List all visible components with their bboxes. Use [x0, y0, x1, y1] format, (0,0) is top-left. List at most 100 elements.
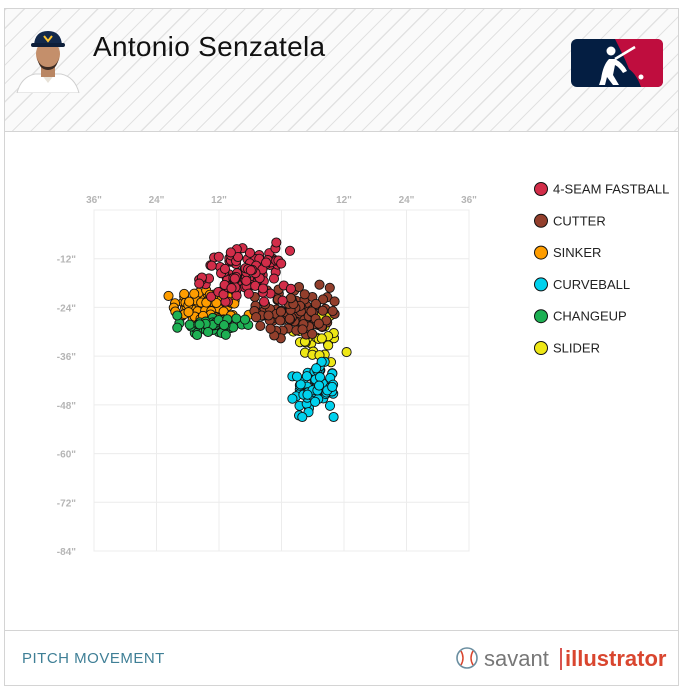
brand-illustrator-text: illustrator	[565, 646, 667, 671]
x-tick-label: 36"	[86, 195, 102, 206]
player-name: Antonio Senzatela	[93, 31, 326, 62]
pitch-point-cutter	[314, 279, 325, 290]
pitch-movement-chart: 36" 24" 12" 12" 24" 36" -12" -24" -36" -48" -60" -7…	[57, 182, 670, 559]
pitch-point-curveball	[310, 396, 321, 407]
pitch-point-4-seam-fastball	[241, 275, 252, 286]
y-tick-label: -84"	[57, 547, 76, 558]
pitch-point-4-seam-fastball	[206, 260, 217, 271]
pitch-point-cutter	[255, 320, 266, 331]
legend-marker-curveball	[534, 277, 548, 292]
y-tick-label: -60"	[57, 450, 76, 461]
pitch-point-sinker	[183, 307, 194, 318]
pitch-point-cutter	[307, 328, 318, 340]
x-tick-label: 24"	[149, 195, 165, 206]
y-tick-label: -12"	[57, 255, 76, 266]
pitch-point-cutter	[329, 296, 340, 307]
pitch-point-curveball	[297, 411, 308, 423]
pitch-point-changeup	[184, 319, 195, 330]
pitch-point-4-seam-fastball	[285, 283, 296, 294]
x-tick-label: 24"	[399, 195, 415, 206]
pitch-point-cutter	[297, 324, 308, 335]
pitch-point-4-seam-fastball	[259, 296, 270, 307]
legend-label-curveball: CURVEBALL	[553, 277, 630, 292]
pitch-point-cutter	[324, 282, 335, 293]
pitch-point-curveball	[324, 400, 336, 411]
pitch-point-slider	[341, 347, 352, 358]
baseball-icon	[456, 647, 478, 669]
footer-bar: PITCH MOVEMENT savant illustrator	[4, 630, 679, 686]
legend-marker-slider	[534, 341, 548, 355]
pitch-point-sinker	[179, 288, 190, 299]
legend-marker-cutter	[534, 213, 548, 228]
pitch-point-cutter	[285, 293, 296, 304]
pitch-point-4-seam-fastball	[226, 283, 237, 294]
legend-marker-sinker	[534, 245, 548, 260]
pitch-point-curveball	[316, 356, 327, 367]
pitch-point-curveball	[311, 363, 322, 374]
pitch-point-curveball	[301, 371, 312, 382]
pitch-point-cutter	[313, 318, 324, 329]
player-header: Antonio Senzatela	[5, 9, 678, 132]
pitch-point-cutter	[317, 294, 329, 305]
pitch-point-changeup	[192, 329, 203, 341]
legend-label-sinker: SINKER	[553, 245, 601, 260]
pitch-point-4-seam-fastball	[229, 273, 240, 284]
pitch-point-changeup	[172, 310, 183, 321]
pitch-point-changeup	[172, 322, 183, 333]
savant-illustrator-brand[interactable]: savant illustrator	[456, 644, 676, 674]
pitch-point-sinker	[189, 288, 200, 299]
legend-label-cutter: CUTTER	[553, 213, 606, 228]
legend-marker-changeup	[534, 309, 548, 324]
pitch-point-4-seam-fastball	[276, 258, 287, 269]
pitch-point-4-seam-fastball	[284, 245, 296, 256]
pitch-point-cutter	[275, 306, 286, 317]
pitch-point-cutter	[263, 310, 274, 321]
footer-title: PITCH MOVEMENT	[22, 650, 165, 667]
pitch-point-changeup	[219, 320, 230, 331]
pitch-point-changeup	[194, 319, 205, 330]
mlb-logo	[571, 39, 663, 87]
legend-marker-4-seam-fastball	[534, 182, 548, 196]
pitch-point-curveball	[327, 381, 338, 392]
pitch-point-changeup	[239, 314, 251, 325]
pitch-point-changeup	[231, 313, 242, 324]
chart-card: Antonio Senzatela	[4, 8, 679, 686]
pitch-point-curveball	[314, 372, 326, 383]
pitch-point-slider	[316, 333, 327, 344]
y-tick-label: -72"	[57, 498, 76, 509]
pitch-point-curveball	[302, 389, 313, 400]
x-tick-label: 36"	[461, 195, 477, 206]
pitch-point-4-seam-fastball	[243, 288, 254, 299]
pitch-point-4-seam-fastball	[206, 291, 217, 302]
pitch-point-cutter	[251, 312, 262, 323]
pitch-point-curveball	[314, 380, 325, 391]
y-tick-label: -48"	[57, 401, 76, 412]
pitch-point-cutter	[265, 323, 276, 334]
y-tick-label: -24"	[57, 303, 76, 314]
pitch-point-4-seam-fastball	[261, 257, 272, 268]
pitch-point-4-seam-fastball	[244, 247, 256, 258]
pitch-point-4-seam-fastball	[194, 278, 205, 289]
pitch-point-4-seam-fastball	[213, 251, 224, 262]
pitch-point-sinker	[184, 296, 195, 307]
pitch-point-curveball	[328, 411, 339, 423]
pitch-point-curveball	[287, 393, 298, 404]
pitch-point-4-seam-fastball	[257, 283, 269, 294]
pitch-point-4-seam-fastball	[225, 247, 236, 258]
brand-separator	[560, 648, 562, 670]
legend-label-changeup: CHANGEUP	[553, 309, 627, 324]
legend-label-4-seam-fastball: 4-SEAM FASTBALL	[553, 182, 669, 197]
pitch-point-4-seam-fastball	[271, 237, 282, 248]
pitch-point-cutter	[299, 289, 310, 300]
pitch-point-4-seam-fastball	[268, 273, 280, 284]
legend-label-slider: SLIDER	[553, 341, 600, 356]
player-headshot	[15, 23, 81, 93]
y-tick-label: -36"	[57, 352, 76, 363]
pitch-point-curveball	[291, 371, 303, 382]
pitch-point-cutter	[284, 313, 295, 324]
pitch-point-4-seam-fastball	[277, 295, 288, 306]
pitch-point-cutter	[310, 298, 321, 309]
pitch-point-4-seam-fastball	[245, 265, 256, 276]
brand-savant-text: savant	[484, 646, 549, 671]
x-tick-label: 12"	[211, 195, 227, 206]
